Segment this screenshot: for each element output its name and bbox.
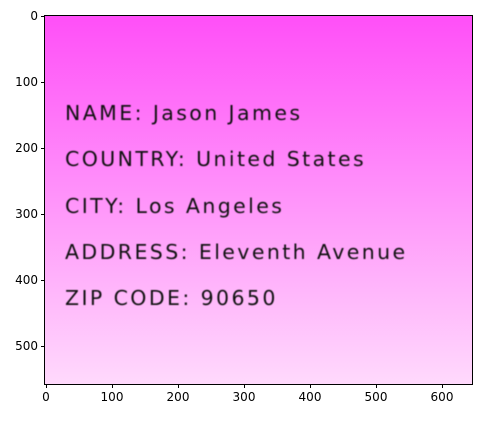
x-tick-label: 600 (430, 390, 454, 404)
y-tick-mark (41, 16, 45, 17)
y-tick-label: 0 (30, 9, 38, 23)
y-tick-label: 100 (15, 75, 38, 89)
y-tick-label: 200 (15, 141, 38, 155)
address-line: ADDRESS: Eleventh Avenue (65, 240, 408, 264)
y-tick-mark (41, 280, 45, 281)
y-tick-mark (41, 82, 45, 83)
name-line: NAME: Jason James (65, 101, 303, 125)
y-tick-mark (41, 148, 45, 149)
x-tick-mark (376, 384, 377, 388)
country-line: COUNTRY: United States (65, 147, 367, 171)
x-tick-mark (442, 384, 443, 388)
x-tick-label: 100 (100, 390, 124, 404)
x-tick-label: 200 (166, 390, 190, 404)
image-area: NAME: Jason James COUNTRY: United States… (44, 15, 473, 385)
y-tick-label: 500 (15, 339, 38, 353)
x-tick-mark (178, 384, 179, 388)
y-tick-mark (41, 346, 45, 347)
zip-code-line: ZIP CODE: 90650 (65, 286, 278, 310)
x-tick-label: 300 (232, 390, 256, 404)
x-tick-mark (112, 384, 113, 388)
x-tick-mark (244, 384, 245, 388)
y-tick-mark (41, 214, 45, 215)
x-tick-label: 500 (364, 390, 388, 404)
city-line: CITY: Los Angeles (65, 194, 285, 218)
x-tick-mark (310, 384, 311, 388)
x-tick-label: 0 (42, 390, 50, 404)
y-tick-label: 400 (15, 273, 38, 287)
x-tick-label: 400 (298, 390, 322, 404)
x-tick-mark (46, 384, 47, 388)
y-tick-label: 300 (15, 207, 38, 221)
